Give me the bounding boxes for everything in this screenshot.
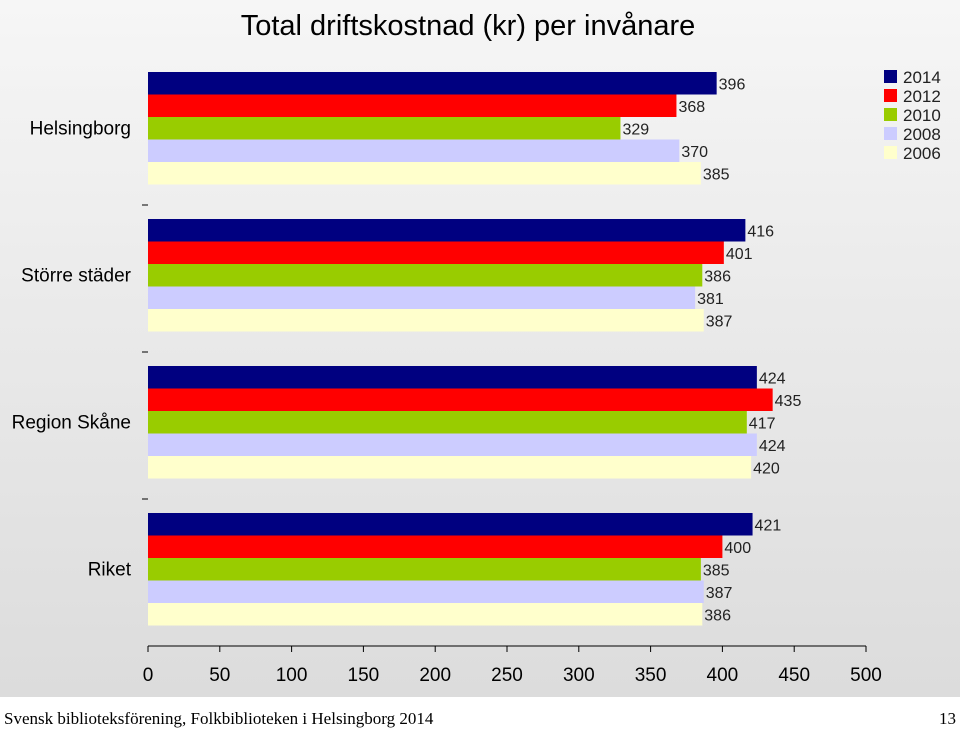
bar-2014-0 — [148, 72, 717, 95]
bar-2010-2 — [148, 411, 747, 434]
data-label: 420 — [753, 460, 780, 477]
x-tick-label: 150 — [348, 665, 380, 686]
x-tick-label: 400 — [707, 665, 739, 686]
bar-2006-1 — [148, 309, 704, 332]
bar-chart: 396 368 329 370 385 Helsingborg 416 401 386 381 38… — [12, 68, 941, 686]
legend-entry-label: 2012 — [903, 87, 941, 106]
data-label: 424 — [759, 438, 786, 455]
data-label: 417 — [749, 415, 776, 432]
chart-title: Total driftskostnad (kr) per invånare — [240, 10, 696, 42]
x-tick-label: 250 — [491, 665, 523, 686]
bar-2012-2 — [148, 388, 773, 411]
legend-swatch — [884, 70, 897, 83]
data-label: 386 — [704, 607, 731, 624]
bar-2008-1 — [148, 286, 696, 309]
legend-swatch — [884, 127, 897, 140]
category-label: Större städer — [21, 265, 131, 286]
legend-swatch — [884, 89, 897, 102]
data-label: 396 — [719, 76, 746, 93]
data-label: 386 — [704, 268, 731, 285]
data-label: 416 — [747, 223, 774, 240]
category-label: Region Skåne — [12, 412, 131, 433]
legend-entry-label: 2008 — [903, 125, 941, 144]
x-tick-label: 350 — [635, 665, 667, 686]
legend-entry-label: 2014 — [903, 68, 941, 87]
bar-2010-0 — [148, 117, 621, 140]
bar-2012-1 — [148, 241, 724, 264]
legend-swatch — [884, 108, 897, 121]
bar-2010-1 — [148, 264, 703, 287]
data-label: 387 — [706, 313, 733, 330]
bar-2006-2 — [148, 456, 752, 479]
bar-2008-0 — [148, 139, 680, 162]
data-label: 368 — [678, 99, 705, 116]
data-label: 424 — [759, 370, 786, 387]
x-tick-label: 200 — [419, 665, 451, 686]
data-label: 435 — [775, 393, 802, 410]
bar-2012-0 — [148, 94, 677, 117]
x-tick-label: 50 — [209, 665, 230, 686]
bar-2006-3 — [148, 603, 703, 626]
data-label: 329 — [622, 121, 649, 138]
bar-2008-2 — [148, 433, 757, 456]
bar-2012-3 — [148, 535, 723, 558]
data-label: 385 — [703, 562, 730, 579]
x-tick-label: 300 — [563, 665, 595, 686]
legend-entry-label: 2010 — [903, 106, 941, 125]
data-label: 387 — [706, 585, 733, 602]
data-label: 370 — [681, 144, 708, 161]
slide-footer: Svensk biblioteksförening, Folkbibliotek… — [0, 698, 960, 730]
category-label: Riket — [88, 559, 132, 580]
bar-2008-3 — [148, 580, 704, 603]
category-label: Helsingborg — [30, 118, 131, 139]
x-tick-label: 0 — [143, 665, 154, 686]
legend-swatch — [884, 146, 897, 159]
footer-source-text: Svensk biblioteksförening, Folkbibliotek… — [4, 709, 434, 728]
data-label: 400 — [724, 540, 751, 557]
slide-background: Total driftskostnad (kr) per invånare 39… — [0, 0, 960, 697]
page-number: 13 — [939, 709, 956, 728]
bar-2010-3 — [148, 558, 701, 581]
data-label: 385 — [703, 166, 730, 183]
data-label: 421 — [755, 517, 782, 534]
bar-2014-3 — [148, 513, 753, 536]
x-tick-label: 500 — [850, 665, 882, 686]
x-tick-label: 450 — [778, 665, 810, 686]
bar-2014-2 — [148, 366, 757, 389]
legend-entry-label: 2006 — [903, 144, 941, 163]
bar-2014-1 — [148, 219, 746, 242]
data-label: 401 — [726, 246, 753, 263]
data-label: 381 — [697, 291, 724, 308]
x-tick-label: 100 — [276, 665, 308, 686]
bar-2006-0 — [148, 162, 701, 185]
